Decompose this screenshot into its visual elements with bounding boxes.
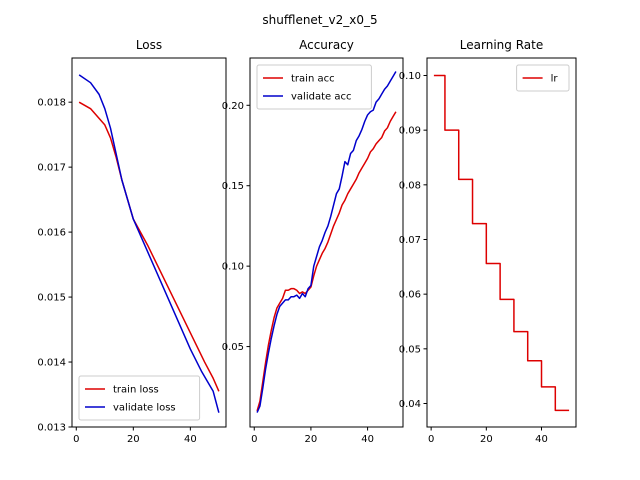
legend-label: validate loss: [113, 403, 176, 414]
series-line-train-acc: [256, 111, 397, 412]
series-line-validate-loss: [78, 74, 220, 413]
subplot-title: Accuracy: [299, 38, 354, 52]
y-tick-label: 0.10: [399, 71, 421, 82]
x-tick-label: 0: [73, 434, 79, 445]
y-tick-label: 0.014: [37, 358, 66, 369]
legend-box: [78, 375, 201, 421]
legend-box: [516, 64, 570, 92]
x-tick-label: 0: [428, 434, 434, 445]
subplot-title: Learning Rate: [460, 38, 543, 52]
y-tick-label: 0.09: [399, 126, 421, 137]
y-tick-label: 0.10: [222, 262, 244, 273]
y-tick-label: 0.013: [37, 423, 66, 434]
figure-suptitle: shufflenet_v2_x0_5: [262, 13, 377, 27]
y-tick-label: 0.08: [399, 180, 421, 191]
legend-label: train acc: [291, 74, 335, 85]
y-tick-label: 0.15: [222, 181, 244, 192]
y-tick-label: 0.05: [399, 344, 421, 355]
y-tick-label: 0.05: [222, 342, 244, 353]
x-tick-label: 40: [361, 434, 374, 445]
legend-box: [256, 64, 372, 110]
y-tick-label: 0.017: [37, 163, 66, 174]
y-tick-label: 0.20: [222, 101, 244, 112]
series-line-train-loss: [78, 101, 220, 392]
axes-frame: [249, 57, 404, 428]
y-tick-label: 0.015: [37, 293, 66, 304]
x-tick-label: 20: [127, 434, 140, 445]
axes-frame: [426, 57, 577, 428]
subplot-3: Learning Rate 0 20 40 0.04 0.05 0.06 0.07 0.08 0.…: [399, 38, 577, 445]
y-tick-label: 0.07: [399, 235, 421, 246]
x-tick-label: 0: [251, 434, 257, 445]
legend-label: train loss: [113, 385, 159, 396]
y-tick-label: 0.016: [37, 228, 66, 239]
x-tick-label: 20: [480, 434, 493, 445]
subplots: Loss 0 20 40 0.013 0.014 0.015 0.016 0.017 0.018 t…: [37, 38, 577, 445]
legend: train acc validate acc: [256, 64, 372, 110]
y-tick-label: 0.06: [399, 290, 421, 301]
legend: lr: [516, 64, 570, 92]
y-tick-label: 0.04: [399, 399, 421, 410]
legend: train loss validate loss: [78, 375, 201, 421]
subplot-2: Accuracy 0 20 40 0.05 0.10 0.15 0.20 train acc va…: [222, 38, 404, 445]
x-tick-label: 40: [184, 434, 197, 445]
legend-label: lr: [551, 74, 559, 85]
series-line-validate-acc: [256, 71, 397, 413]
series-line-lr: [433, 74, 570, 412]
x-tick-label: 20: [305, 434, 318, 445]
legend-label: validate acc: [291, 92, 351, 103]
subplot-1: Loss 0 20 40 0.013 0.014 0.015 0.016 0.017 0.018 t…: [37, 38, 227, 445]
y-tick-label: 0.018: [37, 98, 66, 109]
axes-frame: [71, 57, 227, 428]
subplot-title: Loss: [136, 38, 162, 52]
x-tick-label: 40: [535, 434, 548, 445]
